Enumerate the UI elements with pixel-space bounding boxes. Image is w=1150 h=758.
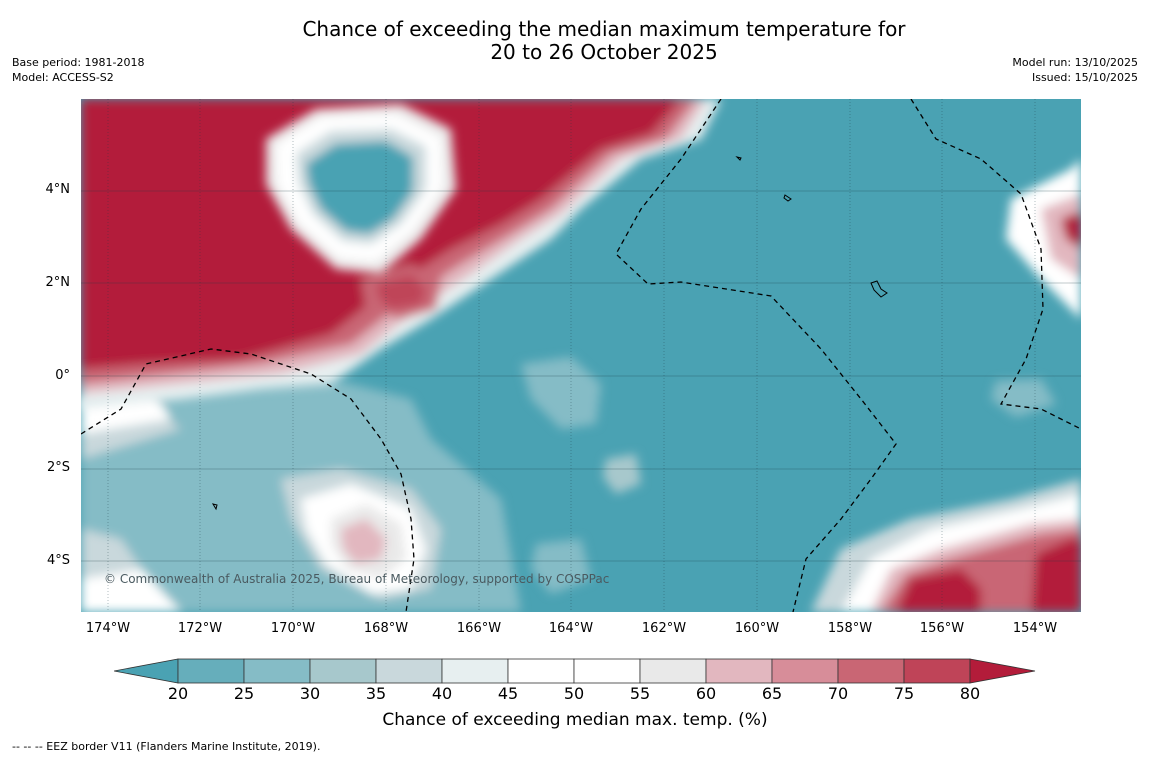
colorbar-bin-60-65	[705, 658, 773, 684]
colorbar-label: Chance of exceeding median max. temp. (%…	[382, 710, 768, 730]
colorbar-tick-45: 45	[497, 684, 519, 703]
colorbar-bin-40-45	[441, 658, 509, 684]
base-period: Base period: 1981-2018	[12, 56, 145, 69]
colorbar-tick-25: 25	[233, 684, 255, 703]
colorbar-tick-40: 40	[431, 684, 453, 703]
lon-label-174w: 174°W	[85, 621, 131, 636]
lat-label-4n: 4°N	[45, 182, 71, 197]
colorbar-tick-80: 80	[959, 684, 981, 703]
colorbar-tick-75: 75	[893, 684, 915, 703]
lon-label-156w: 156°W	[919, 621, 965, 636]
lon-label-162w: 162°W	[641, 621, 687, 636]
model-name: Model: ACCESS-S2	[12, 71, 114, 84]
map-title: Chance of exceeding the median maximum t…	[0, 18, 1150, 64]
colorbar-tick-35: 35	[365, 684, 387, 703]
colorbar-above-arrow	[969, 658, 1036, 684]
lat-label-0: 0°	[55, 368, 70, 383]
title-line-1: Chance of exceeding the median maximum t…	[302, 17, 906, 41]
lat-label-2s: 2°S	[46, 460, 70, 475]
issued-date: Issued: 15/10/2025	[1031, 71, 1138, 84]
colorbar-bin-55-60	[639, 658, 707, 684]
colorbar-bin-70-75	[837, 658, 905, 684]
colorbar-tick-20: 20	[167, 684, 189, 703]
copyright-notice: © Commonwealth of Australia 2025, Bureau…	[104, 572, 610, 586]
lon-label-158w: 158°W	[827, 621, 873, 636]
colorbar-bin-75-80	[903, 658, 971, 684]
eez-footnote: -- -- -- EEZ border V11 (Flanders Marine…	[12, 740, 321, 753]
colorbar-bin-25-30	[243, 658, 311, 684]
colorbar	[114, 658, 1036, 684]
lon-label-154w: 154°W	[1012, 621, 1058, 636]
colorbar-tick-65: 65	[761, 684, 783, 703]
colorbar-bin-35-40	[375, 658, 443, 684]
lon-label-166w: 166°W	[456, 621, 502, 636]
model-run: Model run: 13/10/2025	[1012, 56, 1138, 69]
colorbar-bin-50-55	[573, 658, 641, 684]
colorbar-bin-65-70	[771, 658, 839, 684]
meta-left: Base period: 1981-2018 Model: ACCESS-S2	[12, 55, 144, 85]
lon-label-170w: 170°W	[270, 621, 316, 636]
colorbar-tick-30: 30	[299, 684, 321, 703]
colorbar-bin-30-35	[309, 658, 377, 684]
islands	[211, 156, 888, 511]
lon-label-160w: 160°W	[734, 621, 780, 636]
lon-label-168w: 168°W	[363, 621, 409, 636]
lat-label-2n: 2°N	[45, 275, 71, 290]
map-panel	[81, 99, 1081, 612]
colorbar-tick-60: 60	[695, 684, 717, 703]
map-svg	[81, 99, 1081, 612]
title-line-2: 20 to 26 October 2025	[490, 40, 718, 64]
meta-right: Model run: 13/10/2025 Issued: 15/10/2025	[1012, 55, 1138, 85]
colorbar-bin-20-25	[177, 658, 245, 684]
colorbar-tick-50: 50	[563, 684, 585, 703]
colorbar-tick-70: 70	[827, 684, 849, 703]
colorbar-tick-55: 55	[629, 684, 651, 703]
lon-label-164w: 164°W	[548, 621, 594, 636]
colorbar-bin-45-50	[507, 658, 575, 684]
graticule	[81, 99, 1081, 612]
lat-label-4s: 4°S	[46, 553, 70, 568]
eez-borders	[81, 99, 1081, 612]
lon-label-172w: 172°W	[177, 621, 223, 636]
colorbar-below-arrow	[114, 658, 179, 684]
